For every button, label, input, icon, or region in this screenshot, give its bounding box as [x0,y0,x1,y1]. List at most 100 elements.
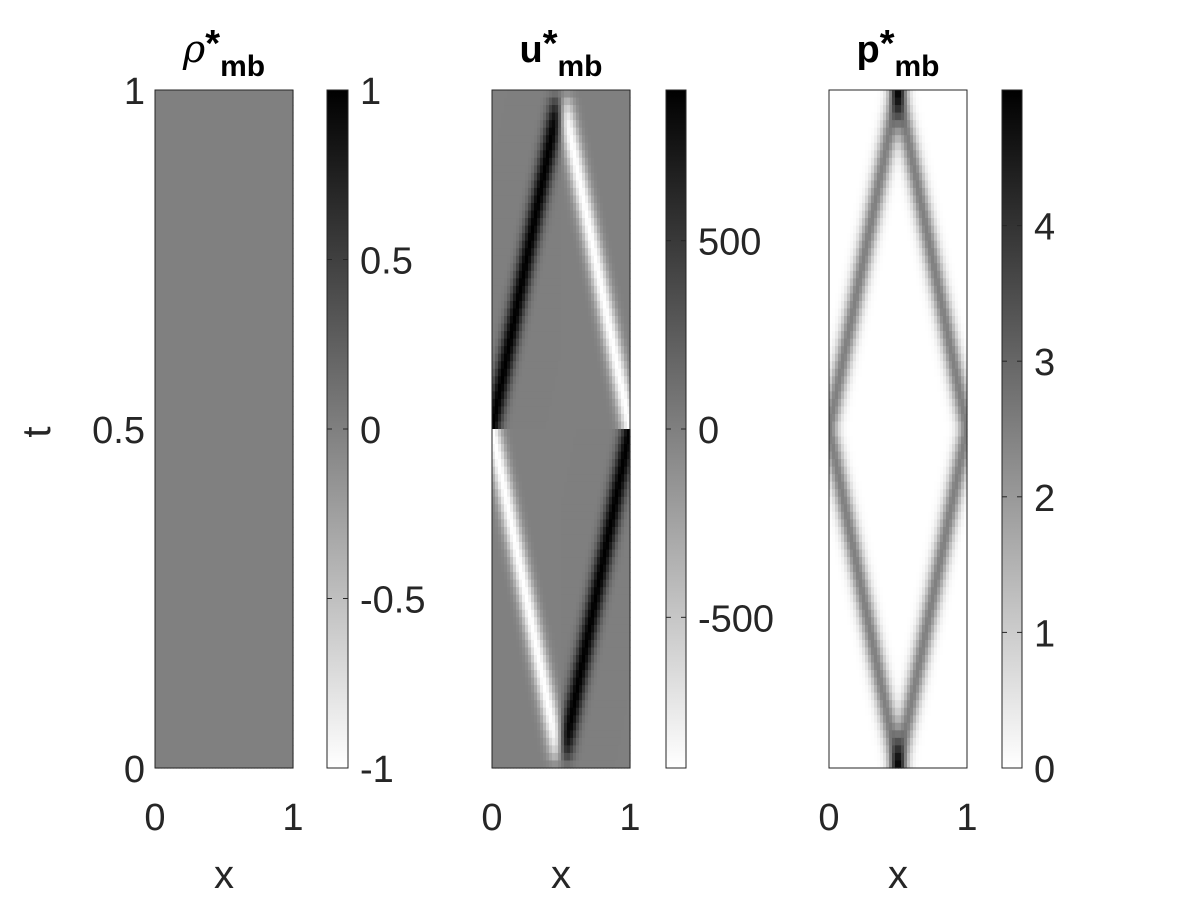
heatmap-cell [284,263,288,272]
heatmap-cell [269,157,273,166]
heatmap-cell [236,248,240,257]
heatmap-cell [188,270,192,279]
heatmap-cell [188,233,192,242]
heatmap-cell [254,263,258,272]
heatmap-cell [266,316,270,325]
heatmap-cell [257,203,261,212]
heatmap-cell [188,157,192,166]
heatmap-cell [230,285,234,294]
heatmap-cell [191,90,195,99]
heatmap-cell [191,195,195,204]
heatmap-cell [209,210,213,219]
heatmap-cell [203,97,207,106]
heatmap-cell [185,300,189,310]
heatmap-cell [188,112,192,121]
heatmap-cell [173,120,177,129]
heatmap-cell [176,165,180,174]
heatmap-cell [224,195,228,204]
heatmap-cell [173,278,177,287]
heatmap-cell [287,240,291,249]
heatmap-cell [161,293,165,302]
heatmap-cell [221,120,225,129]
heatmap-cell [224,270,228,279]
heatmap-cell [263,240,267,249]
heatmap-cell [263,316,267,325]
heatmap-cell [200,150,204,159]
heatmap-cell [239,316,243,325]
heatmap-cell [272,90,276,99]
heatmap-cell [275,323,279,332]
heatmap-cell [194,157,198,166]
heatmap-cell [236,150,240,159]
heatmap-cell [218,300,222,310]
heatmap-cell [251,270,255,279]
heatmap-cell [173,331,177,340]
heatmap-cell [206,263,210,272]
heatmap-cell [260,270,264,279]
heatmap-cell [227,150,231,159]
heatmap-cell [236,285,240,294]
heatmap-cell [200,300,204,310]
heatmap-cell [233,172,237,181]
heatmap-cell [251,203,255,212]
heatmap-cell [167,195,171,204]
heatmap-cell [272,157,276,166]
heatmap-cell [155,225,159,234]
heatmap-cell [230,233,234,242]
heatmap-cell [155,105,159,114]
heatmap-cell [281,120,285,129]
heatmap-cell [227,135,231,144]
heatmap-cell [173,135,177,144]
heatmap-cell [221,233,225,242]
heatmap-cell [284,255,288,264]
heatmap-cell [263,300,267,310]
heatmap-cell [245,263,249,272]
heatmap-cell [266,218,270,227]
heatmap-cell [266,240,270,249]
heatmap-cell [209,263,213,272]
heatmap-cell [209,285,213,294]
heatmap-cell [176,210,180,219]
heatmap-cell [215,225,219,234]
heatmap-cell [173,97,177,106]
heatmap-cell [221,187,225,197]
heatmap-cell [266,195,270,204]
heatmap-cell [278,112,282,121]
heatmap-cell [233,210,237,219]
heatmap-cell [182,157,186,166]
heatmap-cell [218,285,222,294]
heatmap-cell [284,187,288,197]
heatmap-cell [173,285,177,294]
heatmap-cell [266,225,270,234]
heatmap-cell [191,157,195,166]
heatmap-cell [158,105,162,114]
heatmap-cell [263,233,267,242]
heatmap-cell [158,255,162,264]
heatmap-cell [176,142,180,151]
heatmap-cell [236,120,240,129]
heatmap-cell [173,218,177,227]
heatmap-cell [290,165,294,174]
heatmap-cell [281,270,285,279]
heatmap-cell [281,233,285,242]
heatmap-cell [257,308,261,317]
heatmap-cell [278,157,282,166]
heatmap-cell [212,285,216,294]
heatmap-cell [221,112,225,121]
heatmap-cell [239,195,243,204]
heatmap-cell [182,195,186,204]
heatmap-cell [290,285,294,294]
heatmap-cell [209,105,213,114]
heatmap-cell [173,187,177,197]
heatmap-cell [221,195,225,204]
heatmap-cell [179,210,183,219]
heatmap-cell [161,233,165,242]
heatmap-cell [200,195,204,204]
heatmap-cell [206,308,210,317]
heatmap-cell [158,172,162,181]
heatmap-cell [263,135,267,144]
heatmap-cell [170,300,174,310]
heatmap-cell [287,135,291,144]
heatmap-cell [272,263,276,272]
